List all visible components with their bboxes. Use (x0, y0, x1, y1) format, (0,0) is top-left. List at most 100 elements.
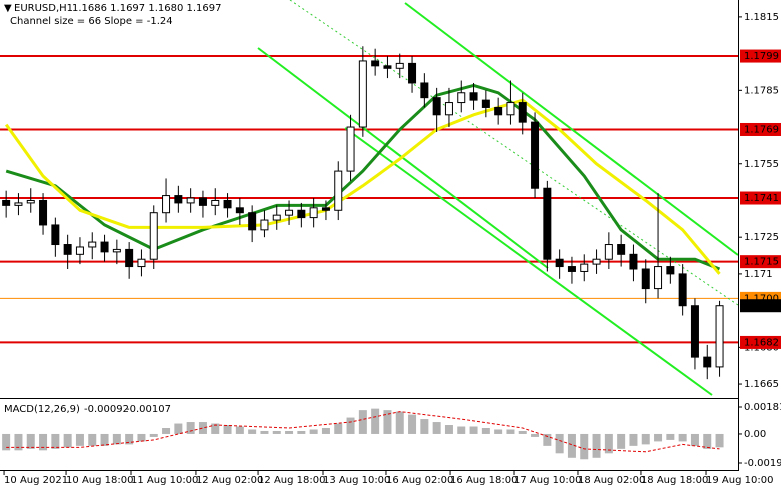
macd-bar (211, 423, 220, 434)
macd-bar (334, 423, 343, 434)
x-tick-label: 16 Aug 18:00 (450, 475, 517, 486)
candle-body (543, 187, 552, 260)
candle-body (654, 266, 663, 290)
candle-body (39, 199, 48, 226)
x-tick-label: 10 Aug 2021 (4, 475, 68, 486)
x-tick-label: 17 Aug 10:00 (514, 475, 581, 486)
macd-bar (235, 426, 244, 434)
macd-bar (125, 433, 134, 445)
price-tag (740, 299, 781, 313)
x-tick-label: 18 Aug 18:00 (641, 475, 708, 486)
y-tick-label: 1.1755 (744, 159, 779, 170)
candle-body (63, 244, 72, 255)
macd-bar (309, 429, 318, 434)
candle-body (604, 244, 613, 260)
price-label: 1.1697 (744, 301, 779, 312)
level-label: 1.1700 (744, 293, 779, 304)
x-tick-label: 12 Aug 18:00 (258, 475, 325, 486)
macd-bar (420, 419, 429, 434)
candle-body (567, 266, 576, 272)
candle-body (715, 305, 724, 368)
macd-bar (531, 433, 540, 437)
candle-body (395, 62, 404, 69)
candle-body (371, 60, 380, 67)
candle-body (666, 266, 675, 275)
trendlines (257, 0, 739, 396)
candle-body (162, 195, 171, 214)
macd-bar (248, 429, 257, 434)
macd-bar (112, 433, 121, 445)
quote: 1.1686 1.1697 1.1680 1.1697 (72, 3, 222, 14)
candle-body (100, 241, 109, 253)
macd-bar (26, 433, 35, 449)
candle-body (174, 195, 183, 204)
candle-body (690, 305, 699, 358)
x-tick-label: 16 Aug 02:00 (386, 475, 453, 486)
candle-body (137, 258, 146, 268)
candle-body (703, 356, 712, 368)
macd-tick-label: 0.00181 (744, 402, 781, 413)
macd-bar (198, 422, 207, 434)
macd-bar (641, 433, 650, 445)
candle-body (494, 106, 503, 116)
macd-bar (494, 429, 503, 434)
macd-bar (174, 423, 183, 434)
macd-bar (272, 430, 281, 434)
macd-main: -0.00092 (84, 404, 129, 415)
macd-bar (297, 430, 306, 434)
x-tick-label: 19 Aug 10:00 (706, 475, 773, 486)
candle-body (629, 253, 638, 270)
x-tick-label: 11 Aug 10:00 (131, 475, 198, 486)
level-tag (740, 49, 781, 63)
macd-bar (555, 433, 564, 454)
macd-bar (604, 433, 613, 454)
candle-body (223, 199, 232, 209)
macd-bar (592, 433, 601, 458)
macd-bar (14, 433, 23, 451)
y-tick-label: 1.1815 (744, 12, 779, 23)
macd-tick-label: 0.00 (744, 429, 766, 440)
macd-bar (39, 433, 48, 451)
candle-body (309, 207, 318, 219)
macd-bar (2, 433, 11, 451)
candle-body (457, 92, 466, 104)
arrow: ▼ (4, 3, 12, 14)
macd-tick-label: -0.00195 (744, 458, 781, 469)
candle-body (149, 212, 158, 260)
macd-bar (678, 433, 687, 442)
macd-bar (223, 425, 232, 434)
macd-bar (703, 433, 712, 449)
macd-bar (260, 430, 269, 434)
y-tick-label: 1.1665 (744, 379, 779, 390)
macd-bar (371, 408, 380, 434)
level-tag (740, 335, 781, 349)
candle-body (420, 82, 429, 99)
candle-body (321, 207, 330, 211)
candle-body (297, 209, 306, 219)
channel-line (344, 127, 713, 396)
level-label: 1.1799 (744, 51, 779, 62)
macd-bar (383, 410, 392, 434)
macd-bar (629, 433, 638, 446)
candle-body (198, 197, 207, 206)
level-label: 1.1769 (744, 124, 779, 135)
macd-bar (457, 426, 466, 434)
channel-mid (289, 0, 739, 306)
macd-bar (543, 433, 552, 446)
candle-body (248, 212, 257, 231)
candle-body (272, 214, 281, 221)
candle-body (678, 273, 687, 307)
candle-body (260, 219, 269, 231)
candle-body (14, 202, 23, 206)
macd-bar (149, 433, 158, 437)
macd-signal-value: -0.00107 (126, 404, 171, 415)
candle-body (481, 99, 490, 108)
level-tag (740, 255, 781, 269)
macd-bar (469, 426, 478, 434)
candle-body (444, 102, 453, 116)
candle-body (383, 65, 392, 69)
candle-body (580, 263, 589, 272)
candle-body (432, 97, 441, 116)
